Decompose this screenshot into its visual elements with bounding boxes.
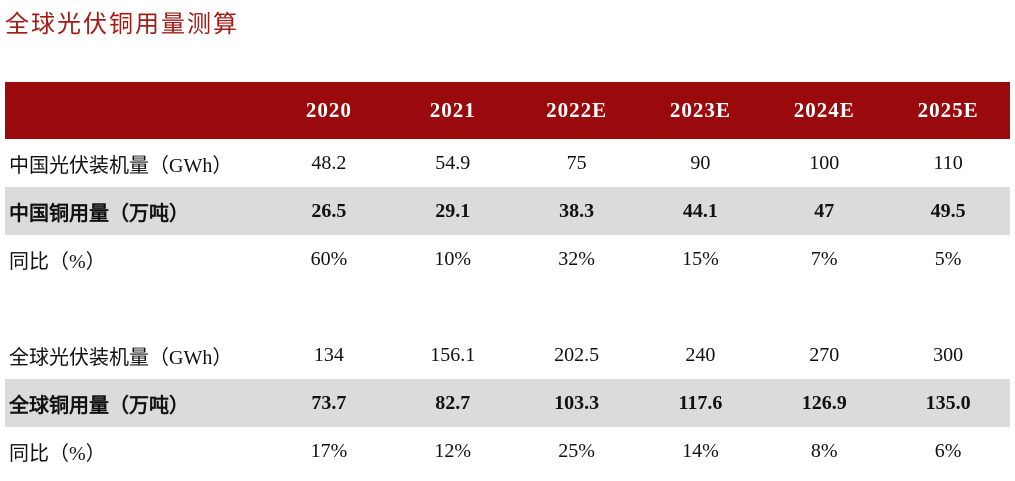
data-cell: 202.5 <box>514 331 639 379</box>
table-row-spacer <box>5 283 1010 331</box>
data-cell: 126.9 <box>762 379 887 427</box>
row-label: 中国光伏装机量（GWh） <box>5 139 267 187</box>
data-cell: 15% <box>638 235 763 283</box>
data-cell: 270 <box>762 331 887 379</box>
data-cell: 26.5 <box>267 187 391 235</box>
data-cell: 73.7 <box>267 379 391 427</box>
data-cell: 29.1 <box>390 187 515 235</box>
header-cell-2021: 2021 <box>390 82 515 139</box>
data-cell: 90 <box>638 139 763 187</box>
table-row-china-pv-installed: 中国光伏装机量（GWh） 48.2 54.9 75 90 100 110 <box>5 139 1010 187</box>
row-label: 同比（%） <box>5 427 267 475</box>
table-row-global-copper-usage: 全球铜用量（万吨） 73.7 82.7 103.3 117.6 126.9 13… <box>5 379 1010 427</box>
header-cell-2025e: 2025E <box>886 82 1010 139</box>
table-row-global-yoy: 同比（%） 17% 12% 25% 14% 8% 6% <box>5 427 1010 475</box>
data-cell: 240 <box>638 331 763 379</box>
data-cell: 14% <box>638 427 763 475</box>
header-cell-2023e: 2023E <box>638 82 763 139</box>
table-header-row: 2020 2021 2022E 2023E 2024E 2025E <box>5 82 1010 139</box>
row-label: 中国铜用量（万吨） <box>5 187 267 235</box>
header-cell-2020: 2020 <box>267 82 391 139</box>
data-cell: 60% <box>267 235 391 283</box>
data-cell: 8% <box>762 427 887 475</box>
data-cell <box>267 283 391 331</box>
data-cell: 103.3 <box>514 379 639 427</box>
data-cell: 12% <box>390 427 515 475</box>
data-cell: 17% <box>267 427 391 475</box>
data-cell: 300 <box>886 331 1010 379</box>
data-cell: 38.3 <box>514 187 639 235</box>
data-cell <box>638 283 763 331</box>
data-cell: 100 <box>762 139 887 187</box>
data-cell: 7% <box>762 235 887 283</box>
data-cell <box>762 283 887 331</box>
data-cell: 10% <box>390 235 515 283</box>
header-cell-empty <box>5 82 267 139</box>
data-cell: 117.6 <box>638 379 763 427</box>
data-cell: 134 <box>267 331 391 379</box>
data-cell: 82.7 <box>390 379 515 427</box>
row-label <box>5 283 267 331</box>
data-cell: 47 <box>762 187 887 235</box>
data-cell: 110 <box>886 139 1010 187</box>
row-label: 全球铜用量（万吨） <box>5 379 267 427</box>
table-row-china-yoy: 同比（%） 60% 10% 32% 15% 7% 5% <box>5 235 1010 283</box>
table-row-global-pv-installed: 全球光伏装机量（GWh） 134 156.1 202.5 240 270 300 <box>5 331 1010 379</box>
data-cell: 49.5 <box>886 187 1010 235</box>
data-cell <box>390 283 515 331</box>
data-cell: 44.1 <box>638 187 763 235</box>
data-cell: 6% <box>886 427 1010 475</box>
table-row-china-copper-usage: 中国铜用量（万吨） 26.5 29.1 38.3 44.1 47 49.5 <box>5 187 1010 235</box>
data-cell: 48.2 <box>267 139 391 187</box>
page-title: 全球光伏铜用量测算 <box>5 12 239 38</box>
data-cell: 75 <box>514 139 639 187</box>
data-cell <box>886 283 1010 331</box>
data-cell: 32% <box>514 235 639 283</box>
data-cell: 5% <box>886 235 1010 283</box>
header-cell-2024e: 2024E <box>762 82 887 139</box>
header-cell-2022e: 2022E <box>514 82 639 139</box>
row-label: 同比（%） <box>5 235 267 283</box>
data-cell: 54.9 <box>390 139 515 187</box>
data-cell <box>514 283 639 331</box>
copper-usage-table: 2020 2021 2022E 2023E 2024E 2025E 中国光伏装机… <box>5 82 1010 475</box>
data-cell: 135.0 <box>886 379 1010 427</box>
data-cell: 156.1 <box>390 331 515 379</box>
data-cell: 25% <box>514 427 639 475</box>
row-label: 全球光伏装机量（GWh） <box>5 331 267 379</box>
